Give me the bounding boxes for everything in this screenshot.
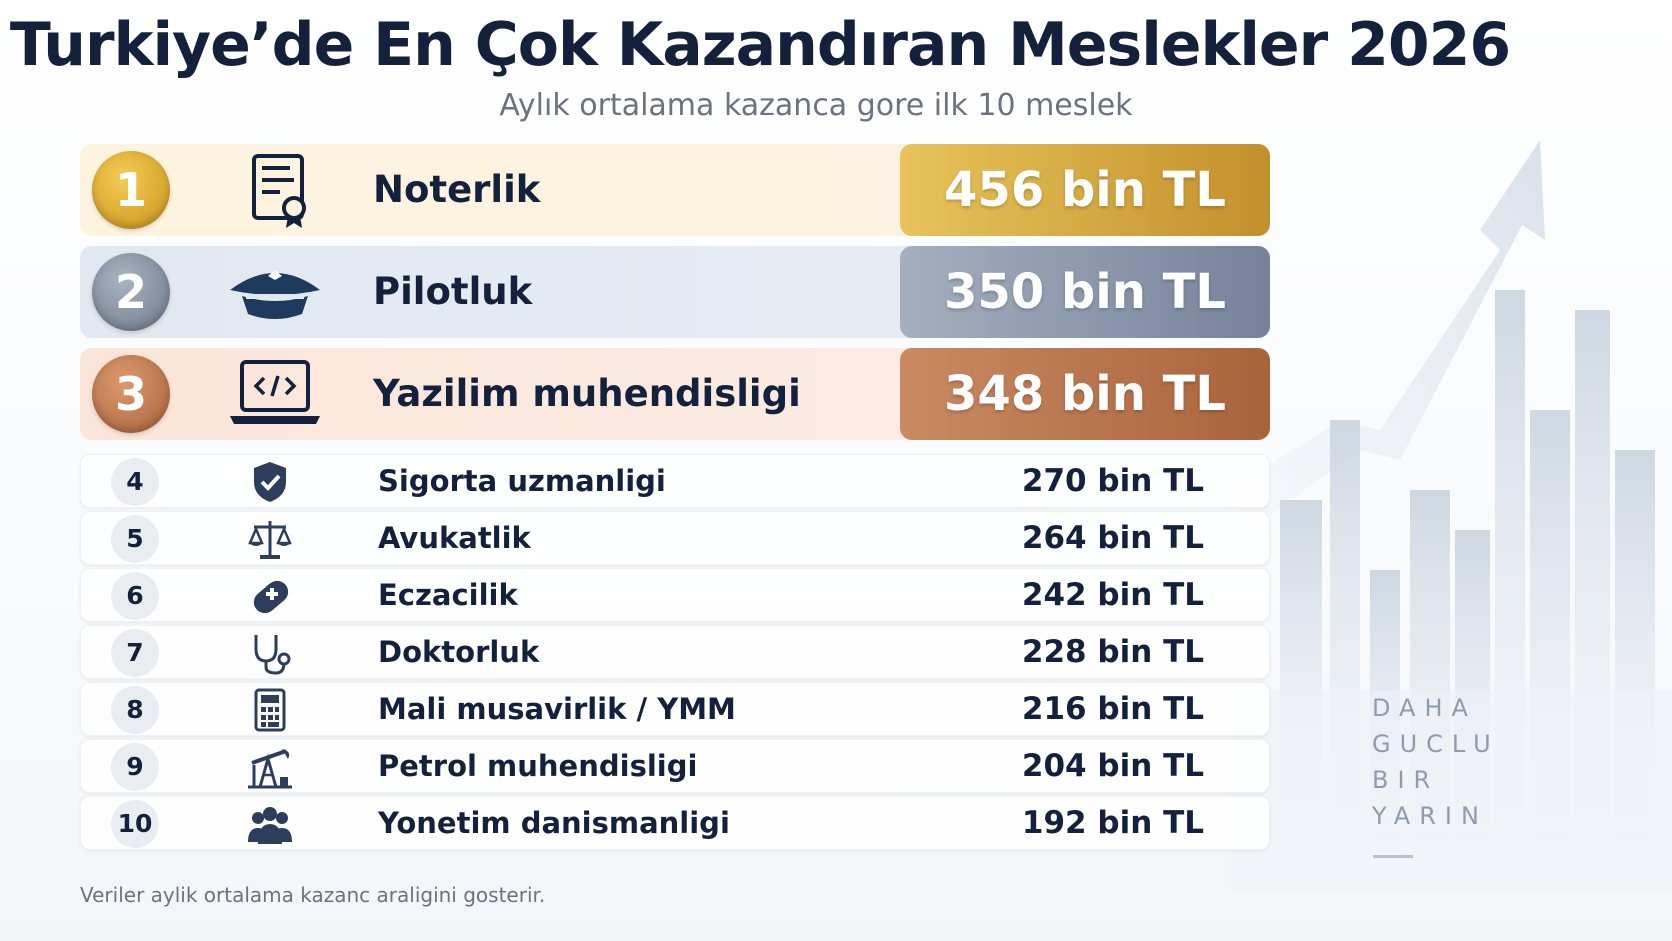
silver-medal: 2: [92, 253, 170, 331]
top-value-2: 350 bin TL: [900, 246, 1270, 338]
list-item: 6 Eczacilik 242 bin TL: [80, 568, 1270, 622]
top-value-3: 348 bin TL: [900, 348, 1270, 440]
rank-badge: 8: [111, 686, 159, 734]
rank-badge: 4: [111, 458, 159, 506]
top-row-2: 2 Pilotluk 350 bin TL: [80, 246, 1270, 338]
list-item: 8 Mali musavirlik / YMM 216 bin TL: [80, 682, 1270, 736]
shield-check-icon: [254, 462, 286, 502]
top-row-1: 1 Noterlik 456 bin TL: [80, 144, 1270, 236]
brand-line-2: GUCLU: [1372, 730, 1500, 758]
notary-certificate-icon: [252, 154, 306, 228]
row-value: 264 bin TL: [1021, 520, 1204, 556]
list-item: 9 Petrol muhendisligi 204 bin TL: [80, 739, 1270, 793]
row-label: Avukatlik: [378, 521, 531, 555]
brand-line-1: DAHA: [1372, 694, 1477, 722]
top-value-1: 456 bin TL: [900, 144, 1270, 236]
brand-underline: [1373, 855, 1413, 858]
brand-line-4: YARIN: [1372, 802, 1488, 830]
rank-badge: 6: [111, 572, 159, 620]
row-value: 228 bin TL: [1021, 634, 1204, 670]
top-label-3: Yazilim muhendisligi: [373, 372, 801, 415]
top-label-2: Pilotluk: [373, 270, 533, 313]
bronze-medal: 3: [92, 355, 170, 433]
pill-icon: [253, 580, 289, 614]
row-value: 270 bin TL: [1021, 463, 1204, 499]
row-value: 204 bin TL: [1021, 748, 1204, 784]
list-item: 7 Doktorluk 228 bin TL: [80, 625, 1270, 679]
row-label: Sigorta uzmanligi: [378, 464, 666, 498]
row-label: Petrol muhendisligi: [378, 749, 698, 783]
brand-slogan: DAHA GUCLU BIR YARIN: [1372, 690, 1500, 834]
list-item: 10 Yonetim danismanligi 192 bin TL: [80, 796, 1270, 850]
team-icon: [248, 807, 292, 844]
rank-badge: 9: [111, 743, 159, 791]
page-subtitle: Aylık ortalama kazanca gore ilk 10 mesle…: [499, 88, 1133, 123]
rank-badge: 7: [111, 629, 159, 677]
row-label: Mali musavirlik / YMM: [378, 692, 736, 726]
top-label-1: Noterlik: [373, 168, 541, 211]
pilot-cap-icon: [230, 270, 320, 319]
brand-line-3: BIR: [1372, 766, 1440, 794]
row-value: 216 bin TL: [1021, 691, 1204, 727]
list-item: 5 Avukatlik 264 bin TL: [80, 511, 1270, 565]
footnote: Veriler aylik ortalama kazanc araligini …: [80, 883, 546, 907]
row-value: 192 bin TL: [1021, 805, 1204, 841]
scales-icon: [248, 521, 292, 559]
row-label: Doktorluk: [378, 635, 540, 669]
oil-pump-icon: [248, 749, 292, 789]
city-skyline-illustration: [1230, 140, 1672, 890]
list-item: 4 Sigorta uzmanligi 270 bin TL: [80, 454, 1270, 508]
page-title: Turkiye’de En Çok Kazandıran Meslekler 2…: [9, 10, 1511, 80]
rank-badge: 5: [111, 515, 159, 563]
row-value: 242 bin TL: [1021, 577, 1204, 613]
laptop-code-icon: [230, 360, 320, 424]
top-row-3: 3 Yazilim muhendisligi 348 bin TL: [80, 348, 1270, 440]
row-label: Eczacilik: [378, 578, 518, 612]
row-label: Yonetim danismanligi: [378, 806, 730, 840]
stethoscope-icon: [254, 635, 291, 675]
gold-medal: 1: [92, 151, 170, 229]
rank-badge: 10: [111, 800, 159, 848]
calculator-icon: [254, 688, 286, 732]
